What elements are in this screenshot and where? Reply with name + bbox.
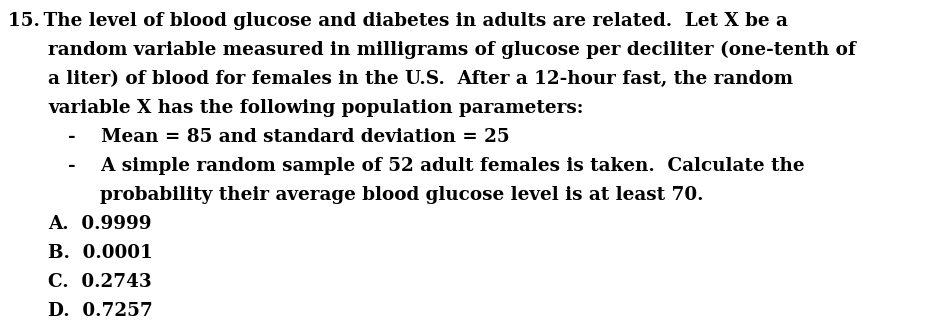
Text: random variable measured in milligrams of glucose per deciliter (one-tenth of: random variable measured in milligrams o… bbox=[48, 41, 856, 59]
Text: -    Mean = 85 and standard deviation = 25: - Mean = 85 and standard deviation = 25 bbox=[68, 128, 510, 146]
Text: 15. The level of blood glucose and diabetes in adults are related.  Let X be a: 15. The level of blood glucose and diabe… bbox=[8, 12, 788, 30]
Text: D.  0.7257: D. 0.7257 bbox=[48, 302, 153, 320]
Text: variable X has the following population parameters:: variable X has the following population … bbox=[48, 99, 583, 117]
Text: -    A simple random sample of 52 adult females is taken.  Calculate the: - A simple random sample of 52 adult fem… bbox=[68, 157, 804, 175]
Text: probability their average blood glucose level is at least 70.: probability their average blood glucose … bbox=[100, 186, 703, 204]
Text: B.  0.0001: B. 0.0001 bbox=[48, 244, 153, 262]
Text: A.  0.9999: A. 0.9999 bbox=[48, 215, 151, 233]
Text: C.  0.2743: C. 0.2743 bbox=[48, 273, 152, 291]
Text: a liter) of blood for females in the U.S.  After a 12-hour fast, the random: a liter) of blood for females in the U.S… bbox=[48, 70, 793, 88]
